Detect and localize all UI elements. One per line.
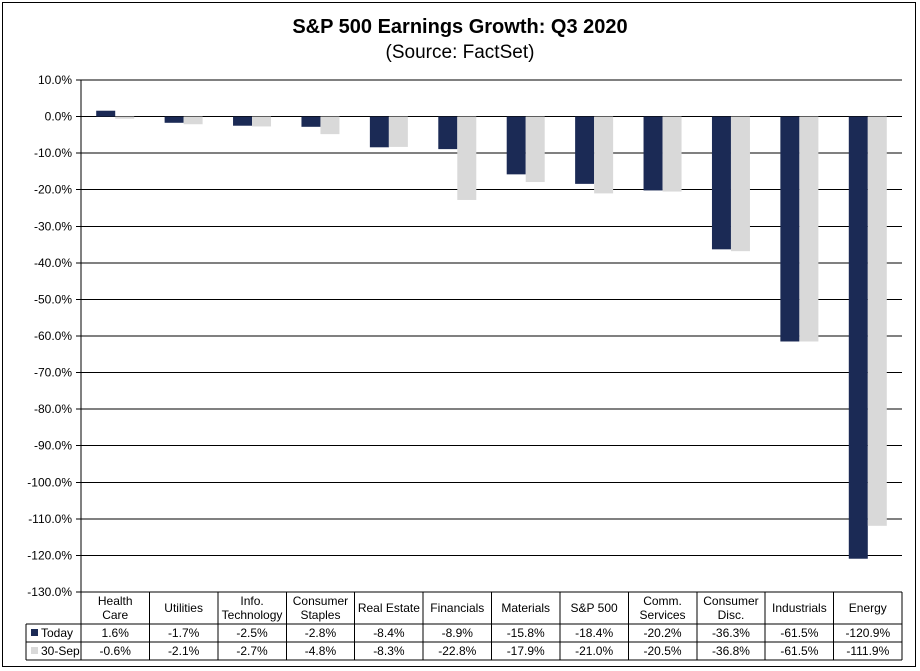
bar-30-sep — [183, 116, 203, 125]
data-value-label: -2.5% — [236, 626, 268, 640]
x-category-label: S&P 500 — [571, 601, 618, 615]
y-tick-label: -70.0% — [34, 366, 72, 380]
data-value-label: -18.4% — [575, 626, 613, 640]
data-value-label: -8.3% — [373, 644, 405, 658]
legend-label: 30-Sep — [41, 644, 80, 658]
bar-30-sep — [730, 116, 750, 252]
data-value-label: -111.9% — [846, 644, 889, 658]
y-tick-label: -120.0% — [27, 548, 72, 562]
bar-today — [301, 116, 321, 127]
x-category-label: Industrials — [772, 601, 827, 615]
bar-30-sep — [115, 116, 135, 119]
bar-30-sep — [252, 116, 272, 127]
x-category-label: Utilities — [164, 601, 203, 615]
bar-today — [575, 116, 595, 184]
x-category-label: Disc. — [718, 608, 745, 622]
data-value-label: -36.3% — [712, 626, 750, 640]
bar-30-sep — [320, 116, 340, 135]
y-tick-label: -90.0% — [34, 439, 72, 453]
y-axis-tick-labels: 10.0% 0.0% -10.0% -20.0% -30.0% -40.0% -50.0% -… — [27, 73, 72, 599]
bar-30-sep — [525, 116, 545, 183]
bar-today — [711, 116, 731, 250]
x-category-label: Staples — [300, 608, 340, 622]
data-value-label: -8.9% — [442, 626, 474, 640]
x-category-label: Materials — [501, 601, 550, 615]
y-tick-label: -30.0% — [34, 219, 72, 233]
bar-30-sep — [662, 116, 682, 192]
y-tick-label: -60.0% — [34, 329, 72, 343]
data-value-label: -8.4% — [373, 626, 405, 640]
bar-today — [643, 116, 663, 191]
x-category-label: Comm. — [643, 594, 682, 608]
y-tick-label: -20.0% — [34, 183, 72, 197]
x-category-label: Energy — [849, 601, 887, 615]
data-value-label: -21.0% — [575, 644, 613, 658]
data-value-label: -20.2% — [644, 626, 682, 640]
data-value-label: -120.9% — [845, 626, 890, 640]
y-tick-label: -100.0% — [27, 475, 72, 489]
bar-today — [780, 116, 800, 342]
x-category-label: Care — [102, 608, 128, 622]
y-tick-label: 0.0% — [45, 110, 73, 124]
data-value-label: -2.8% — [305, 626, 337, 640]
gridlines — [76, 79, 902, 593]
x-category-label: Consumer — [293, 594, 348, 608]
x-category-label: Info. — [240, 594, 263, 608]
data-value-label: -1.7% — [168, 626, 200, 640]
bar-30-sep — [594, 116, 614, 194]
bar-today — [233, 116, 253, 126]
data-value-label: 1.6% — [102, 626, 130, 640]
bar-30-sep — [799, 116, 819, 342]
x-category-label: Technology — [222, 608, 283, 622]
data-value-label: -17.9% — [507, 644, 545, 658]
data-value-label: -22.8% — [438, 644, 476, 658]
data-value-label: -2.7% — [236, 644, 268, 658]
bar-today — [96, 110, 116, 117]
chart-subtitle: (Source: FactSet) — [385, 42, 535, 63]
bar-today — [164, 116, 184, 123]
data-value-label: -2.1% — [168, 644, 200, 658]
x-category-label: Financials — [430, 601, 484, 615]
data-value-label: -0.6% — [100, 644, 132, 658]
legend-label: Today — [41, 626, 73, 640]
y-tick-label: -50.0% — [34, 292, 72, 306]
bar-today — [369, 116, 389, 148]
data-value-label: -20.5% — [644, 644, 682, 658]
data-value-label: -15.8% — [507, 626, 545, 640]
x-category-label: Services — [640, 608, 686, 622]
bar-today — [506, 116, 526, 175]
y-tick-label: -40.0% — [34, 256, 72, 270]
bar-30-sep — [457, 116, 477, 200]
data-value-label: -61.5% — [780, 644, 818, 658]
bar-30-sep — [388, 116, 408, 147]
legend-swatch — [31, 647, 38, 654]
chart-title: S&P 500 Earnings Growth: Q3 2020 — [292, 16, 628, 38]
data-value-label: -36.8% — [712, 644, 750, 658]
data-value-label: -4.8% — [305, 644, 337, 658]
legend-swatch — [31, 629, 38, 636]
y-tick-label: 10.0% — [38, 73, 72, 87]
bar-today — [438, 116, 458, 150]
y-tick-label: -130.0% — [27, 585, 72, 599]
bars — [96, 110, 887, 559]
y-tick-label: -80.0% — [34, 402, 72, 416]
x-category-label: Consumer — [703, 594, 758, 608]
y-tick-label: -110.0% — [28, 512, 72, 526]
bar-today — [848, 116, 868, 559]
bar-30-sep — [867, 116, 887, 526]
x-category-label: Health — [98, 594, 133, 608]
y-tick-label: -10.0% — [34, 146, 72, 160]
x-category-label: Real Estate — [358, 601, 420, 615]
data-value-label: -61.5% — [780, 626, 818, 640]
